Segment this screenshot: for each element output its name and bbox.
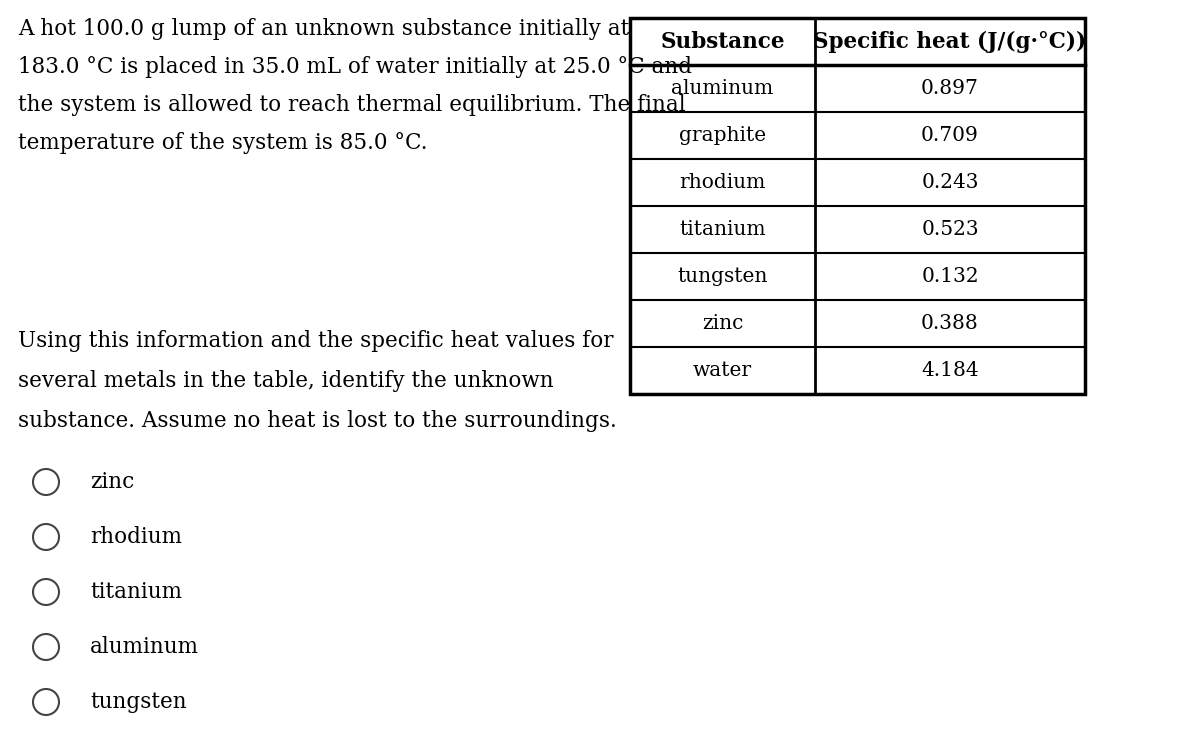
Text: 0.897: 0.897: [922, 79, 979, 98]
Circle shape: [34, 579, 59, 605]
Text: A hot 100.0 g lump of an unknown substance initially at: A hot 100.0 g lump of an unknown substan…: [18, 18, 629, 40]
Text: 0.388: 0.388: [922, 314, 979, 333]
Text: the system is allowed to reach thermal equilibrium. The final: the system is allowed to reach thermal e…: [18, 94, 685, 116]
Text: water: water: [692, 361, 752, 380]
Circle shape: [34, 524, 59, 550]
Text: 4.184: 4.184: [922, 361, 979, 380]
Text: aluminum: aluminum: [90, 636, 199, 658]
Text: titanium: titanium: [90, 581, 182, 603]
Bar: [630, 18, 1085, 394]
Text: several metals in the table, identify the unknown: several metals in the table, identify th…: [18, 370, 553, 392]
Text: graphite: graphite: [679, 126, 766, 145]
Text: titanium: titanium: [679, 220, 766, 239]
Text: 0.243: 0.243: [922, 173, 979, 192]
Text: temperature of the system is 85.0 °C.: temperature of the system is 85.0 °C.: [18, 132, 427, 154]
Circle shape: [34, 469, 59, 495]
Text: aluminum: aluminum: [671, 79, 774, 98]
Text: 0.132: 0.132: [922, 267, 979, 286]
Text: Substance: Substance: [660, 30, 785, 52]
Text: 183.0 °C is placed in 35.0 mL of water initially at 25.0 °C and: 183.0 °C is placed in 35.0 mL of water i…: [18, 56, 692, 78]
Text: tungsten: tungsten: [90, 691, 187, 713]
Text: zinc: zinc: [90, 471, 134, 493]
Text: 0.523: 0.523: [922, 220, 979, 239]
Text: Specific heat (J/(g·°C)): Specific heat (J/(g·°C)): [814, 30, 1086, 52]
Text: tungsten: tungsten: [677, 267, 768, 286]
Circle shape: [34, 689, 59, 715]
Text: rhodium: rhodium: [90, 526, 182, 548]
Circle shape: [34, 634, 59, 660]
Text: rhodium: rhodium: [679, 173, 766, 192]
Text: substance. Assume no heat is lost to the surroundings.: substance. Assume no heat is lost to the…: [18, 410, 617, 432]
Text: Using this information and the specific heat values for: Using this information and the specific …: [18, 330, 613, 352]
Text: zinc: zinc: [702, 314, 743, 333]
Text: 0.709: 0.709: [922, 126, 979, 145]
